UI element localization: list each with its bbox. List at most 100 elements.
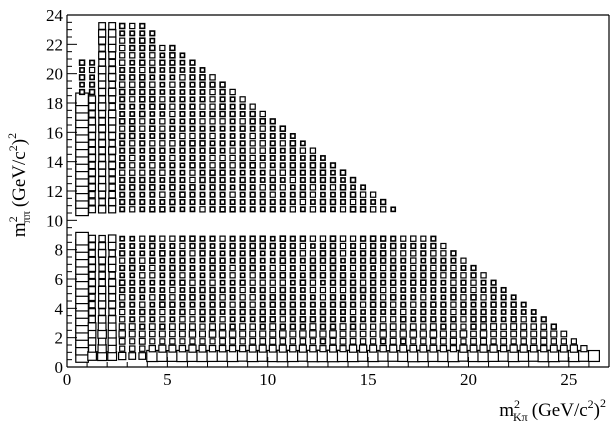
histogram-bin: [189, 96, 196, 103]
histogram-bin: [159, 184, 166, 191]
histogram-bin: [189, 316, 196, 323]
histogram-bin: [299, 162, 306, 169]
histogram-bin: [329, 330, 337, 338]
histogram-bin: [269, 184, 276, 191]
histogram-bin: [129, 74, 136, 81]
histogram-bin: [259, 286, 266, 294]
histogram-bin: [219, 169, 226, 176]
histogram-bin: [269, 257, 276, 264]
histogram-bin: [159, 191, 166, 198]
histogram-bin: [108, 271, 116, 280]
histogram-bin: [299, 323, 307, 330]
histogram-bin: [550, 330, 558, 338]
histogram-bin: [219, 176, 226, 184]
histogram-bin: [169, 52, 176, 59]
histogram-bin: [78, 59, 86, 66]
histogram-bin: [229, 337, 237, 345]
histogram-bin: [169, 243, 176, 249]
histogram-bin: [320, 155, 326, 161]
histogram-bin: [179, 89, 186, 95]
histogram-bin: [249, 330, 257, 338]
histogram-bin: [98, 308, 106, 316]
histogram-bin: [159, 118, 166, 125]
histogram-bin: [440, 323, 447, 330]
histogram-bin: [379, 301, 387, 308]
histogram-bin: [460, 257, 467, 264]
histogram-bin: [569, 344, 579, 353]
histogram-bin: [88, 146, 97, 155]
histogram-bin: [179, 96, 186, 103]
histogram-bin: [199, 132, 206, 140]
histogram-bin: [199, 265, 206, 271]
histogram-bin: [450, 279, 457, 286]
histogram-bin: [299, 264, 307, 272]
histogram-bin: [219, 140, 226, 147]
histogram-bin: [520, 309, 527, 315]
histogram-bin: [108, 161, 117, 170]
histogram-bin: [540, 323, 548, 331]
histogram-bin: [179, 155, 186, 161]
histogram-bin: [400, 272, 407, 279]
histogram-bin: [108, 205, 117, 214]
histogram-bin: [118, 294, 126, 301]
histogram-bin: [129, 176, 136, 184]
histogram-bin: [319, 250, 327, 257]
histogram-bin: [500, 301, 507, 308]
histogram-bin: [229, 184, 236, 191]
histogram-bin: [439, 337, 447, 345]
histogram-bin: [199, 242, 206, 250]
histogram-bin: [107, 329, 117, 339]
histogram-bin: [520, 338, 527, 345]
histogram-bin: [149, 44, 156, 52]
histogram-bin: [330, 191, 336, 198]
histogram-bin: [520, 316, 527, 323]
histogram-bin: [169, 301, 176, 308]
histogram-bin: [490, 279, 497, 286]
histogram-bin: [148, 330, 156, 338]
histogram-bin: [108, 300, 117, 309]
histogram-bin: [390, 301, 397, 308]
histogram-bin: [299, 198, 307, 206]
histogram-bin: [229, 308, 236, 316]
histogram-bin: [259, 265, 266, 271]
histogram-bin: [169, 264, 176, 272]
histogram-bin: [249, 242, 256, 250]
histogram-bin: [259, 125, 266, 132]
histogram-bin: [319, 242, 327, 250]
histogram-bin: [129, 198, 136, 206]
histogram-bin: [380, 264, 387, 272]
histogram-bin: [97, 65, 107, 75]
histogram-bin: [98, 154, 107, 162]
histogram-bin: [88, 110, 96, 118]
histogram-bin: [289, 286, 296, 294]
histogram-bin: [249, 279, 256, 286]
histogram-bin: [219, 337, 227, 345]
y-tick-label: 20: [46, 65, 63, 84]
histogram-bin: [198, 330, 206, 338]
histogram-bin: [410, 279, 417, 286]
histogram-bin: [219, 294, 226, 301]
histogram-bin: [229, 177, 236, 183]
histogram-bin: [269, 125, 276, 132]
histogram-bin: [440, 301, 447, 308]
histogram-bin: [279, 308, 287, 316]
histogram-bin: [249, 206, 256, 213]
histogram-bin: [209, 125, 216, 132]
histogram-bin: [189, 118, 196, 125]
histogram-bin: [350, 294, 357, 301]
histogram-bin: [179, 52, 186, 59]
histogram-bin: [189, 74, 196, 81]
histogram-bin: [329, 301, 337, 308]
histogram-bin: [379, 323, 387, 331]
histogram-bin: [88, 183, 97, 192]
histogram-bin: [159, 338, 166, 345]
histogram-bin: [329, 344, 337, 353]
histogram-bin: [108, 51, 117, 60]
histogram-bin: [209, 279, 216, 286]
histogram-bin: [470, 316, 477, 323]
y-tick-label: 0: [55, 358, 64, 377]
histogram-bin: [259, 301, 266, 308]
histogram-bin: [400, 235, 407, 242]
histogram-bin: [209, 301, 216, 308]
x-tick-label: 10: [259, 370, 276, 389]
